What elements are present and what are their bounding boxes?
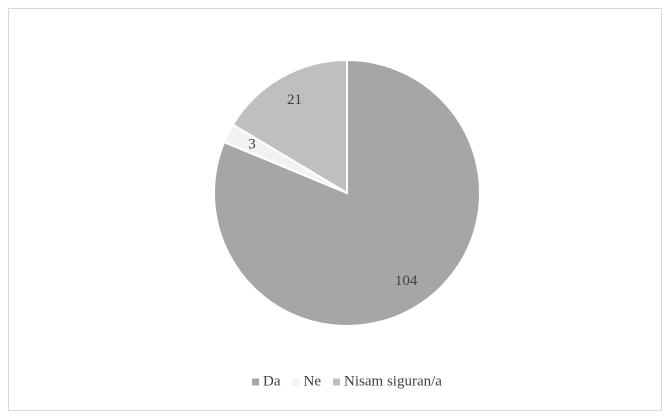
legend-marker: [333, 378, 341, 386]
data-label: 104: [395, 273, 418, 289]
data-label: 3: [248, 137, 256, 153]
legend-label: Nisam siguran/a: [344, 373, 442, 389]
legend-label: Ne: [304, 373, 322, 389]
pie-slice: [231, 58, 348, 195]
legend-marker: [252, 378, 260, 386]
legend-marker: [292, 378, 300, 386]
legend-label: Da: [263, 373, 281, 389]
data-label: 21: [287, 92, 302, 108]
